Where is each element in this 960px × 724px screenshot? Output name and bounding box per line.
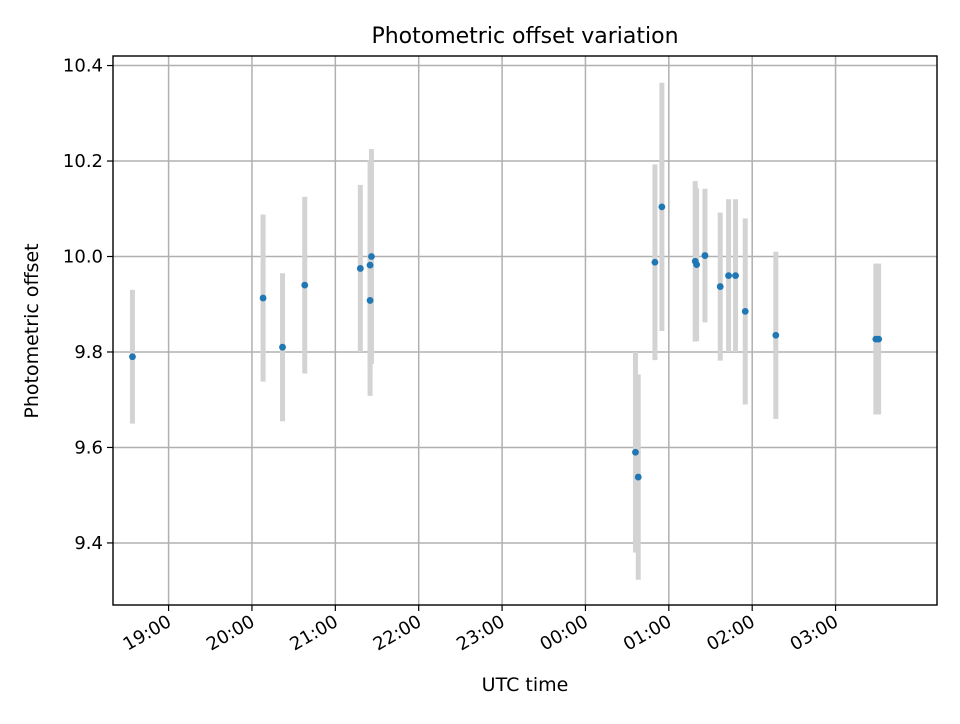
data-point [366,261,374,269]
x-axis-ticks: 19:00 20:00 21:00 22:00 23:00 00:00 01:00 02:00… [120,605,842,655]
data-point [658,203,666,211]
data-points [129,203,883,481]
data-point [741,308,749,315]
x-tick-label: 02:00 [703,611,758,655]
y-tick-label: 10.2 [63,151,103,172]
x-axis-label: UTC time [482,674,569,696]
data-point [356,265,364,272]
data-point [651,258,659,266]
y-tick-label: 9.8 [74,342,103,363]
data-point [732,272,739,279]
x-tick-label: 20:00 [203,611,258,655]
plot-frame [112,55,938,606]
data-point [701,252,709,259]
x-tick-label: 03:00 [787,611,842,655]
data-point [366,297,374,304]
x-tick-label: 01:00 [620,611,675,655]
x-tick-label: 23:00 [453,611,508,655]
x-tick-label: 19:00 [120,611,175,655]
data-point [301,281,309,289]
grid-lines [113,56,937,605]
x-tick-label: 22:00 [370,611,425,655]
y-tick-label: 10.4 [63,56,103,77]
y-tick-label: 10.0 [63,247,103,268]
y-axis-label: Photometric offset [21,243,43,418]
data-point [632,448,639,456]
data-point [129,353,136,361]
x-tick-label: 00:00 [537,611,592,655]
data-point [693,261,701,269]
data-point [716,283,724,290]
y-tick-label: 9.6 [74,437,103,458]
y-axis-ticks: 9.4 9.6 9.8 10.0 10.2 10.4 [63,56,113,554]
data-point [634,473,642,481]
data-point [875,335,883,343]
chart-title: Photometric offset variation [371,24,678,49]
error-bars [129,82,882,580]
x-tick-label: 21:00 [286,611,341,655]
data-point [279,343,286,351]
data-point [725,272,732,279]
data-point [368,253,375,260]
data-point [772,331,780,339]
data-point [259,294,267,302]
y-tick-label: 9.4 [74,533,103,554]
